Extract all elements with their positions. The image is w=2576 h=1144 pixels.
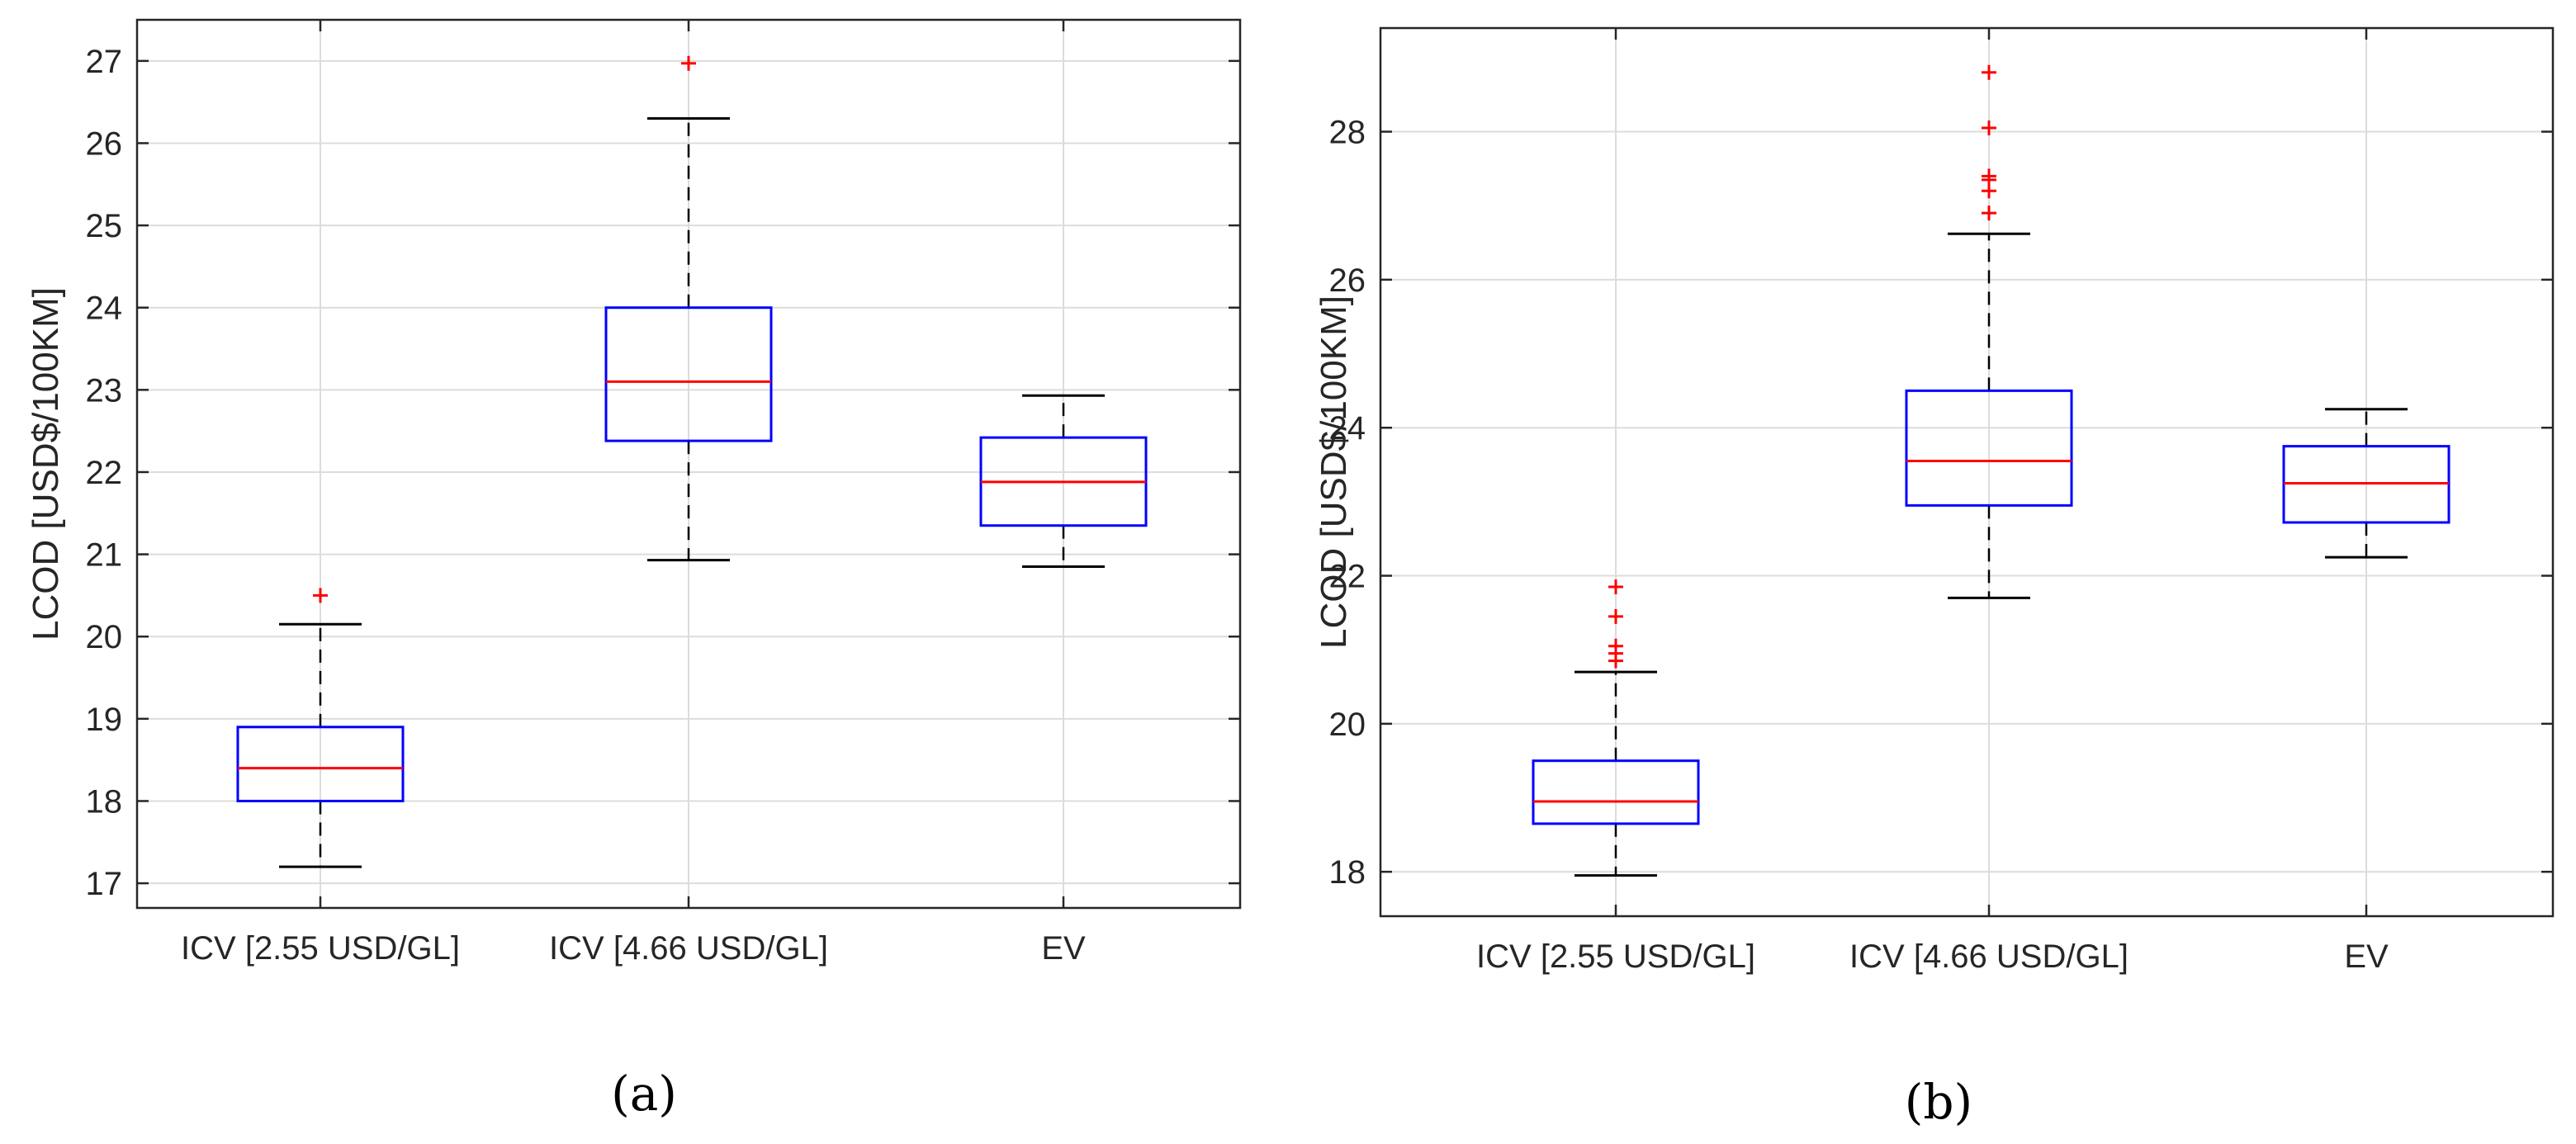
box-group [236,588,405,868]
y-tick-label: 25 [86,208,123,244]
y-tick-label: 20 [1329,707,1366,743]
x-tick-label: ICV [2.55 USD/GL] [1476,938,1755,975]
x-tick-label: EV [1041,930,1086,967]
outlier-marker [1982,206,1996,221]
y-tick-label: 20 [86,619,123,655]
outlier-marker [1608,608,1623,624]
box [1905,389,2073,507]
y-tick-label: 19 [86,702,123,738]
outlier-marker [1982,168,1996,184]
x-tick-label: EV [2344,938,2389,975]
panel-caption: (b) [1905,1074,1972,1130]
y-tick-label: 23 [86,372,123,409]
y-axis-label: LCOD [USD$/100KM] [1314,295,1354,649]
y-tick-label: 24 [1329,410,1366,447]
plot-area [1380,28,2553,916]
x-tick-label: ICV [4.66 USD/GL] [549,930,828,967]
box [604,306,773,442]
outlier-marker [1982,64,1996,80]
y-tick-label: 26 [86,125,123,162]
y-tick-label: 22 [1329,559,1366,595]
y-tick-label: 21 [86,537,123,574]
y-tick-label: 26 [1329,262,1366,299]
x-tick-label: ICV [4.66 USD/GL] [1849,938,2129,975]
axes-frame [1379,26,2555,918]
box-group [1905,64,2073,599]
y-tick-label: 22 [86,455,123,491]
outlier-marker [1982,121,1996,136]
box [1532,759,1700,825]
box-group [604,55,773,562]
chart-a: 17 18 19 20 21 22 23 24 25 26 27 ICV [2.55 USD/GL] I… [26,18,1242,1122]
y-tick-label: 17 [86,866,123,902]
y-tick-label: 28 [1329,115,1366,151]
box-group [979,394,1148,569]
outlier-marker [313,588,328,603]
box [236,726,405,802]
y-tick-label: 18 [1329,854,1366,891]
box-group [2282,408,2451,559]
chart-b: 18 20 22 24 26 28 ICV [2.55 USD/GL] ICV [4.66 U… [1314,26,2555,1130]
x-tick-label: ICV [2.55 USD/GL] [181,930,460,967]
outlier-marker [1608,638,1623,654]
y-tick-label: 27 [86,44,123,80]
box-group [1532,579,1700,877]
outlier-marker [681,55,696,71]
y-tick-label: 18 [86,783,123,820]
y-axis-label: LCOD [USD$/100KM] [26,287,66,641]
y-tick-label: 24 [86,291,123,327]
panel-caption: (a) [611,1066,677,1122]
outlier-marker [1608,579,1623,594]
